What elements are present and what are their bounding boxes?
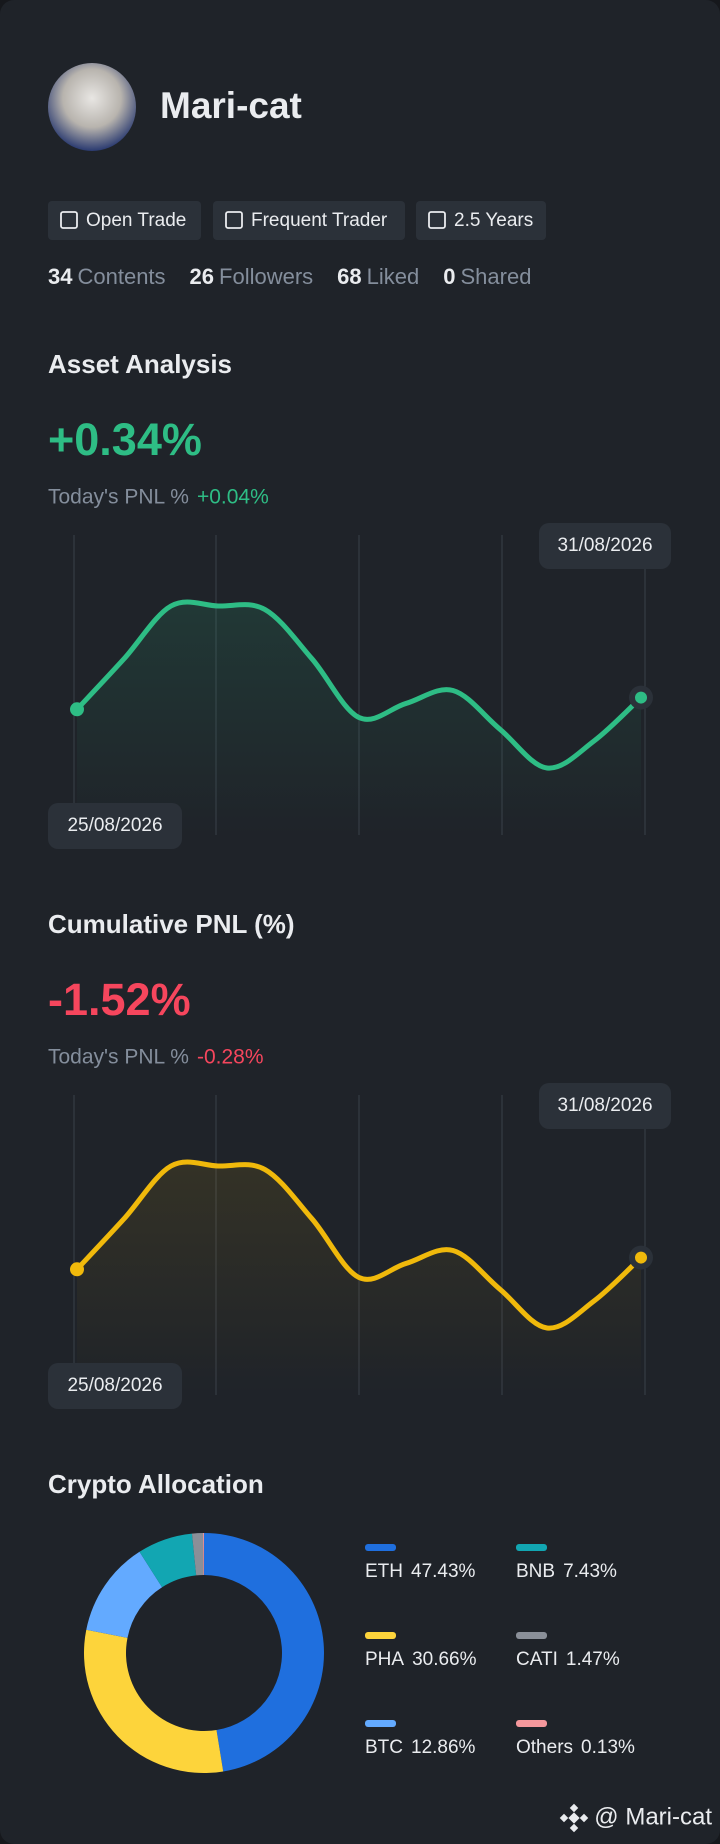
stat-value: 68 [337,264,361,289]
tag-label: Open Trade [86,210,186,231]
tag-chip [213,201,405,240]
stat-value: 26 [190,264,214,289]
legend-swatch [365,1544,396,1551]
start-dot [70,702,84,717]
legend-name: BNB [516,1561,555,1582]
section-title: Cumulative PNL (%) [48,909,295,939]
stat-label: Liked [367,264,420,289]
date-pill [539,523,671,569]
date-label: 25/08/2026 [67,815,162,836]
date-pill [48,803,182,849]
legend-value: 7.43% [563,1561,617,1582]
footer-handle: @ Mari-cat [594,1803,712,1830]
date-label: 31/08/2026 [557,535,652,556]
legend-swatch [516,1720,547,1727]
line [75,599,643,771]
donut-segment [203,1533,204,1576]
today-label: Today's PNL % [48,1046,189,1069]
date-label: 31/08/2026 [557,1095,652,1116]
date-label: 25/08/2026 [67,1375,162,1396]
date-pill [539,1083,671,1129]
headline-value: +0.34% [48,414,202,465]
legend-value: 47.43% [411,1561,476,1582]
legend-swatch [516,1632,547,1639]
start-dot [70,1262,84,1277]
line [75,1159,643,1331]
today-value: -0.28% [197,1046,264,1069]
donut-segment [86,1551,163,1638]
legend-value: 30.66% [412,1649,477,1670]
legend-name: CATI [516,1649,558,1670]
stat-label: Followers [219,264,313,289]
end-dot [635,691,647,704]
tag-label: Frequent Trader [251,210,388,231]
donut-segment [191,1533,204,1576]
avatar [48,63,136,151]
legend-swatch [365,1720,396,1727]
date-pill [48,1363,182,1409]
legend-value: 12.86% [411,1737,476,1758]
donut-segment [204,1533,324,1772]
stat-label: Contents [77,264,165,289]
section-title: Asset Analysis [48,349,232,379]
tag-label: 2.5 Years [454,210,533,231]
donut-segment [139,1533,197,1588]
today-value: +0.04% [197,486,269,509]
user-name: Mari-cat [160,85,302,126]
legend-name: ETH [365,1561,403,1582]
legend-value: 0.13% [581,1737,635,1758]
today-label: Today's PNL % [48,486,189,509]
legend-value: 1.47% [566,1649,620,1670]
legend-name: BTC [365,1737,403,1758]
tag-icon [225,211,243,229]
stat-value: 34 [48,264,73,289]
legend-swatch [516,1544,547,1551]
tag-chip [416,201,546,240]
tag-icon [428,211,446,229]
donut-segment [84,1629,224,1773]
stat-label: Shared [461,264,532,289]
section-title: Crypto Allocation [48,1469,264,1499]
legend-swatch [365,1632,396,1639]
stat-value: 0 [443,264,455,289]
tag-icon [60,211,78,229]
legend-name: PHA [365,1649,404,1670]
legend-name: Others [516,1737,573,1758]
end-dot [635,1251,647,1264]
tag-chip [48,201,201,240]
headline-value: -1.52% [48,974,191,1025]
